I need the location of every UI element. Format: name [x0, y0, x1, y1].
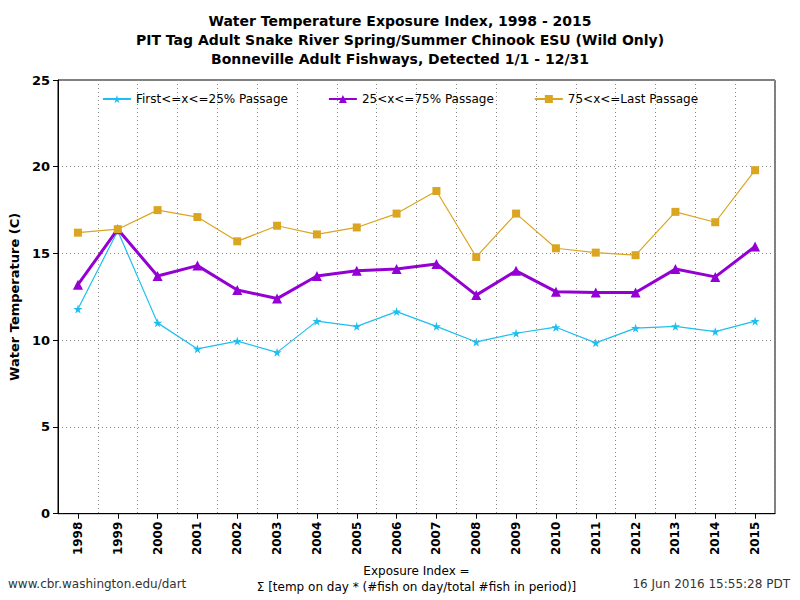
svg-text:2000: 2000 — [151, 522, 165, 555]
svg-text:PIT Tag Adult Snake River Spri: PIT Tag Adult Snake River Spring/Summer … — [136, 32, 664, 48]
svg-text:Water Temperature (C): Water Temperature (C) — [7, 213, 22, 381]
svg-text:2006: 2006 — [390, 522, 404, 555]
svg-text:5: 5 — [41, 419, 50, 434]
svg-text:10: 10 — [32, 333, 50, 348]
svg-text:Bonneville Adult Fishways, Det: Bonneville Adult Fishways, Detected 1/1 … — [211, 51, 589, 67]
svg-text:2013: 2013 — [668, 522, 682, 555]
svg-text:2010: 2010 — [549, 522, 563, 555]
svg-text:2011: 2011 — [589, 522, 603, 555]
svg-text:2015: 2015 — [748, 522, 762, 555]
svg-text:15: 15 — [32, 246, 50, 261]
svg-text:www.cbr.washington.edu/dart: www.cbr.washington.edu/dart — [8, 577, 187, 591]
svg-text:First<=x<=25% Passage: First<=x<=25% Passage — [136, 92, 288, 106]
svg-text:1999: 1999 — [111, 522, 125, 555]
svg-text:20: 20 — [32, 159, 50, 174]
svg-text:16 Jun 2016 15:55:28 PDT: 16 Jun 2016 15:55:28 PDT — [632, 577, 790, 591]
svg-text:2003: 2003 — [270, 522, 284, 555]
svg-text:2007: 2007 — [429, 522, 443, 555]
svg-text:2008: 2008 — [469, 522, 483, 555]
svg-text:2014: 2014 — [708, 522, 722, 555]
svg-text:2005: 2005 — [350, 522, 364, 555]
svg-text:Σ [temp on day * (#fish on day: Σ [temp on day * (#fish on day/total #fi… — [257, 580, 576, 594]
svg-text:2002: 2002 — [230, 522, 244, 555]
svg-text:1998: 1998 — [71, 522, 85, 555]
svg-text:25<x<=75% Passage: 25<x<=75% Passage — [362, 92, 494, 106]
svg-text:2012: 2012 — [629, 522, 643, 555]
svg-text:0: 0 — [41, 506, 50, 521]
svg-text:2004: 2004 — [310, 522, 324, 555]
svg-text:Exposure Index =: Exposure Index = — [363, 564, 469, 578]
svg-text:2001: 2001 — [190, 522, 204, 555]
svg-text:2009: 2009 — [509, 522, 523, 555]
svg-text:Water Temperature Exposure Ind: Water Temperature Exposure Index, 1998 -… — [208, 13, 591, 29]
svg-text:75<x<=Last Passage: 75<x<=Last Passage — [568, 92, 698, 106]
svg-text:25: 25 — [32, 73, 50, 88]
